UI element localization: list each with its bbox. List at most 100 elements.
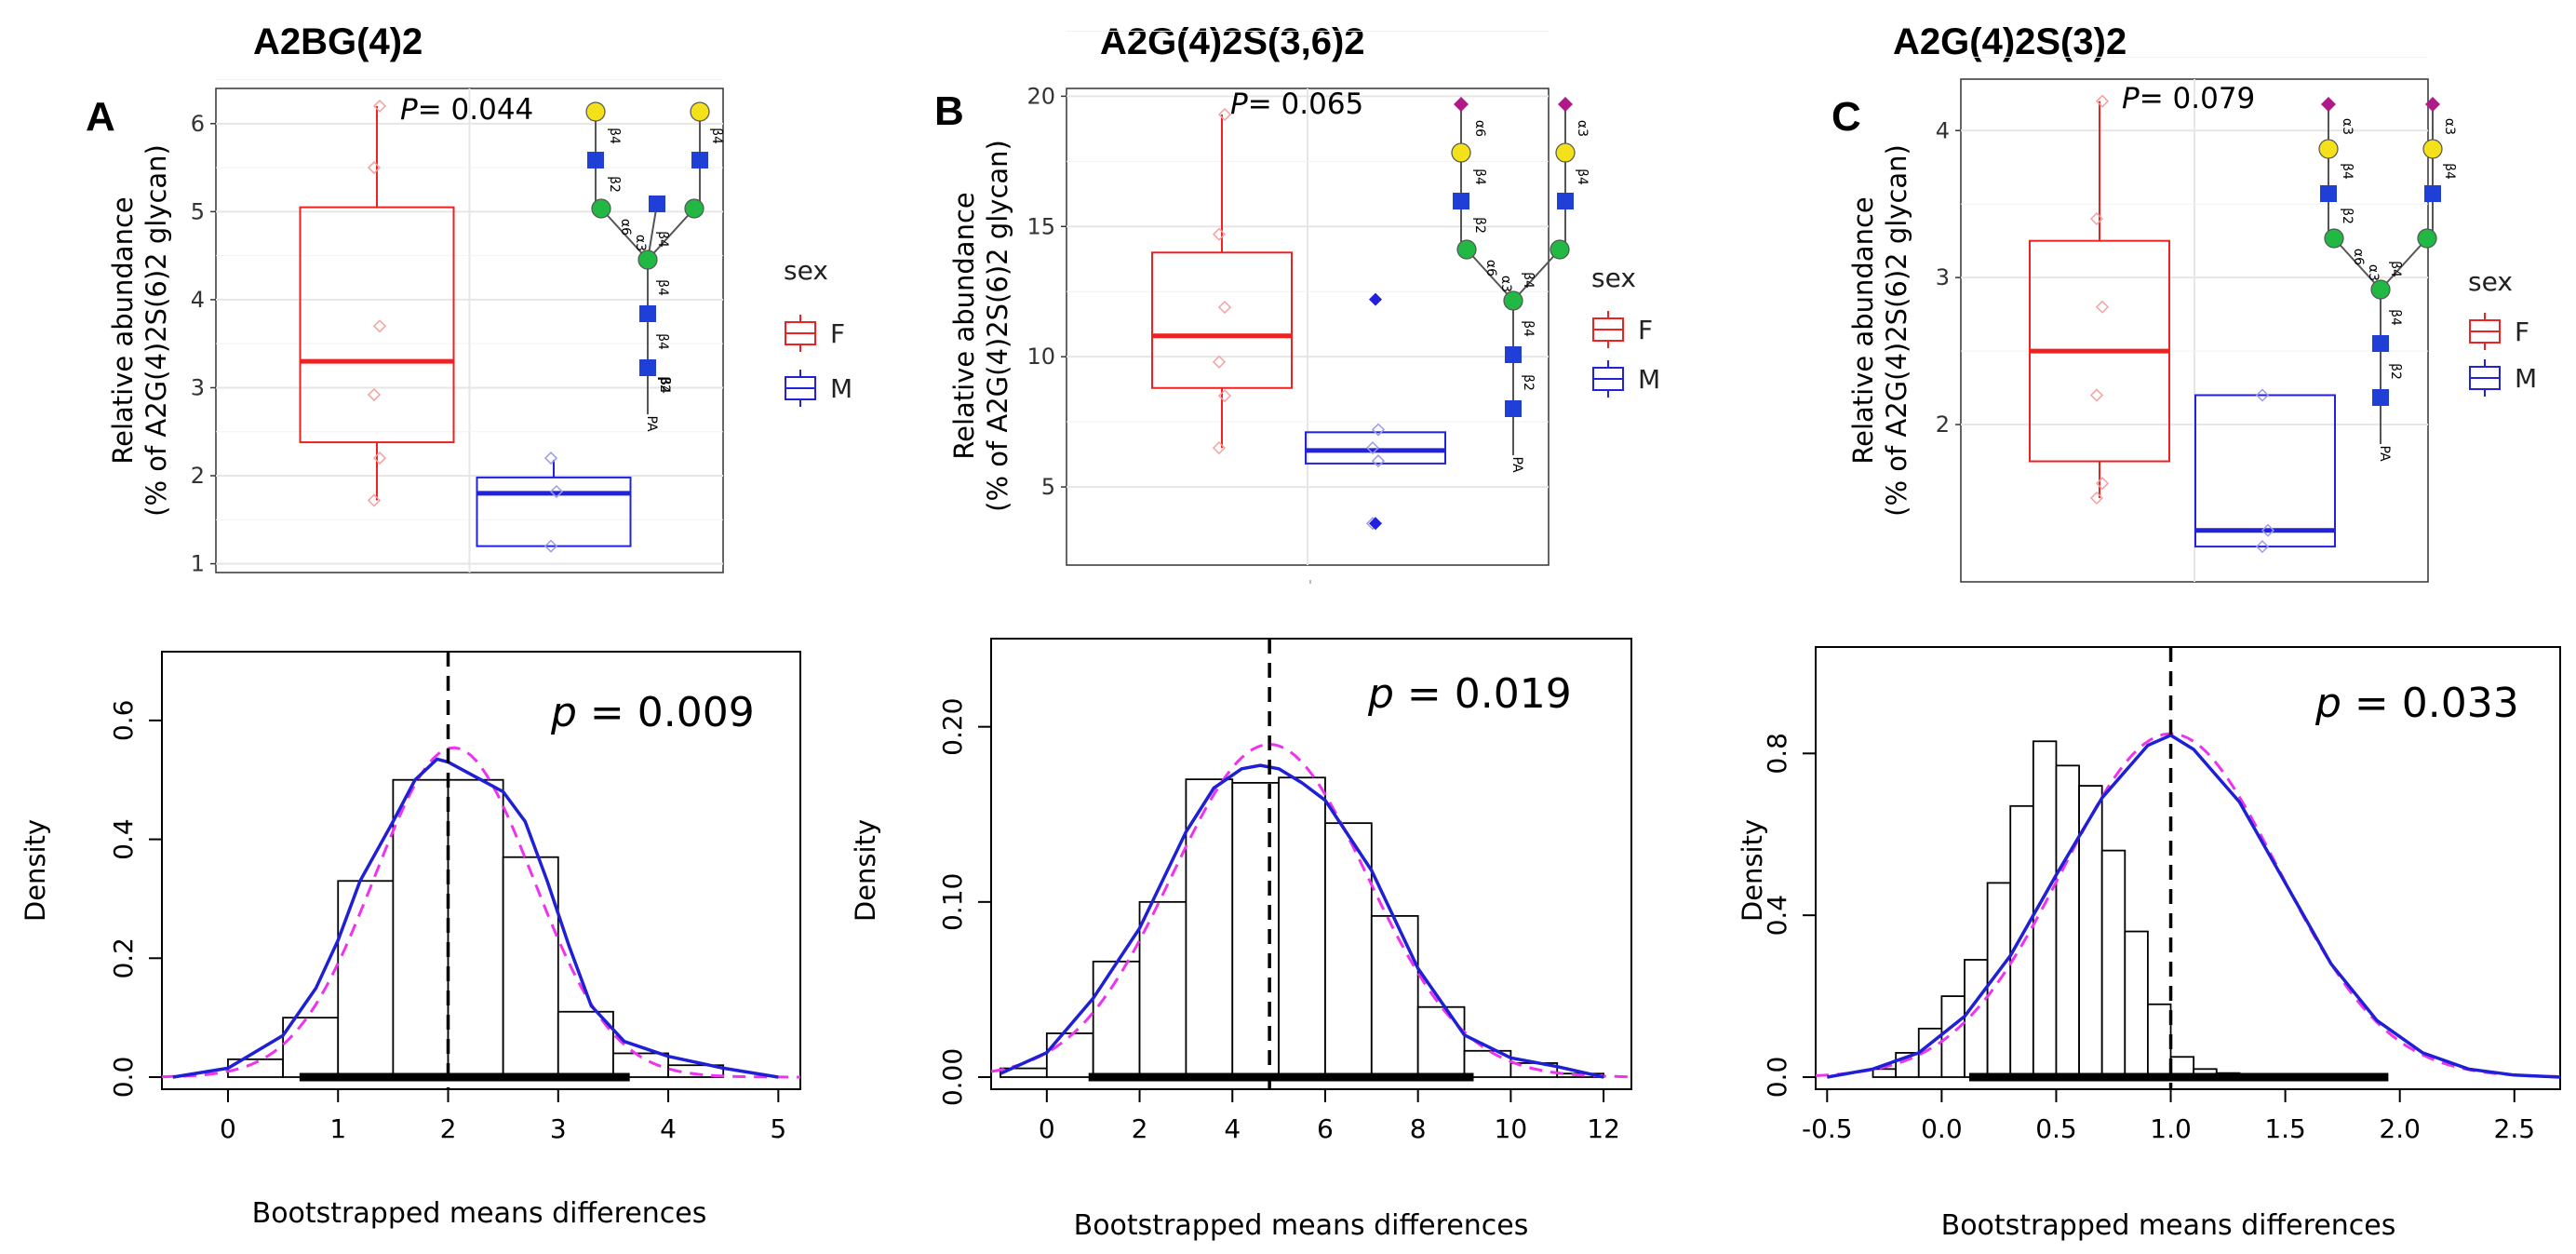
x-tick-label: 2: [440, 1113, 457, 1144]
boxplot-c-ylabel-line1: Relative abundance: [1847, 196, 1879, 464]
box-F: [1151, 251, 1293, 389]
data-point-F: [2089, 211, 2104, 226]
x-tick-label: 2.5: [2494, 1113, 2536, 1144]
p-number: = 0.044: [418, 93, 534, 127]
panel-c-letter: C: [1831, 94, 1861, 140]
x-tick-label: 12: [1587, 1113, 1620, 1144]
boxplot-b: 5 10 15 20 Relative abundance (% of A2G(4)2…: [948, 30, 1550, 584]
p-number: = 0.033: [2341, 680, 2519, 727]
histogram-bar: [2100, 849, 2127, 1078]
glycan-bond: [647, 208, 695, 261]
glycan-linkage-label: α3: [2340, 118, 2355, 135]
glycan-linkage-label: β4: [655, 279, 670, 296]
glycan-linkage-label: β4: [607, 128, 622, 144]
data-point-M: [2255, 388, 2270, 402]
y-tick-label: 0.4: [108, 818, 139, 860]
y-tick-label: 0.4: [1762, 895, 1792, 937]
legend-label-f: F: [2515, 317, 2529, 347]
glycan-linkage-label: PA: [2377, 445, 2392, 462]
data-point-F: [1212, 441, 1227, 455]
y-tick-label: 2: [1936, 411, 1950, 438]
core-mannose: [2370, 279, 2391, 300]
y-tick-label: 5: [1041, 474, 1055, 500]
glycan-linkage-label: β2: [1472, 217, 1487, 234]
data-point-F: [2089, 388, 2104, 402]
histogram-a-ylabel: Density: [20, 819, 51, 922]
boxplot-a: 1 2 3 4 5 6 Relative abundance (% of A2G(4)2S…: [107, 79, 724, 577]
glycan-linkage-label: β4: [655, 333, 670, 350]
histogram-b-xlabel: Bootstrapped means differences: [1074, 1209, 1529, 1242]
right-arm-gal-galactose: [2422, 139, 2443, 159]
legend-title: sex: [2468, 266, 2513, 297]
y-tick-label: 6: [191, 111, 205, 137]
x-tick-label: -0.5: [1802, 1113, 1853, 1144]
left-arm-sia-sialic-acid: [2321, 97, 2336, 112]
glycan-linkage-label: β4: [1472, 169, 1487, 185]
histogram-bar: [282, 1017, 340, 1078]
y-tick-label: 0.0: [108, 1057, 139, 1099]
box-M: [476, 476, 632, 547]
panel-a-title: A2BG(4)2: [253, 21, 423, 62]
legend-key-m: [785, 370, 816, 407]
glycan-linkage-label: β4: [2388, 309, 2403, 326]
data-point-F: [1217, 300, 1232, 315]
p-symbol: P: [400, 93, 418, 127]
legend-title: sex: [1591, 263, 1636, 293]
histogram-bar: [1940, 995, 1966, 1078]
density-curve: [1000, 763, 1604, 1079]
data-point-M: [2255, 540, 2270, 554]
histogram-bar: [1185, 778, 1234, 1078]
histogram-b-p-value: p = 0.019: [1367, 670, 1572, 718]
data-point-M: [2261, 523, 2275, 537]
data-point-F: [367, 387, 382, 402]
legend-title: sex: [784, 255, 828, 286]
y-tick-label: 4: [1936, 117, 1950, 143]
outlier-point-M: [1369, 517, 1382, 531]
legend-label-m: M: [2515, 363, 2537, 394]
glycan-linkage-label: PA: [1509, 456, 1524, 473]
right-arm-sia-sialic-acid: [2425, 97, 2440, 112]
histogram-bar: [1278, 776, 1326, 1078]
data-point-F: [2095, 300, 2110, 314]
left-arm-nag-glcnac: [2320, 185, 2337, 202]
x-tick-label: 8: [1410, 1113, 1427, 1144]
histogram-c-ylabel: Density: [1737, 819, 1768, 922]
x-tick-label: 4: [660, 1113, 677, 1144]
left-arm-gal-galactose: [1451, 142, 1471, 163]
y-tick-label: 2: [191, 463, 205, 489]
histogram-bar: [2009, 804, 2034, 1078]
glycan-linkage-label: β2: [657, 376, 672, 393]
data-point-F: [2089, 491, 2104, 506]
core-glcnac-2-glcnac: [1505, 400, 1522, 417]
x-tick-label: 0.5: [2035, 1113, 2077, 1144]
left-arm-nag-glcnac: [1453, 193, 1469, 209]
boxplot-c-ylabel-line2: (% of A2G(4)2S(6)2 glycan): [1881, 144, 1912, 517]
data-point-F: [372, 452, 387, 465]
data-point-M: [543, 539, 558, 553]
data-point-F: [2095, 477, 2110, 491]
x-tick-label: 0: [1039, 1113, 1055, 1144]
glycan-linkage-label: β4: [1575, 169, 1590, 185]
x-tick-label: 0: [220, 1113, 236, 1144]
histogram-b-ylabel: Density: [850, 819, 881, 922]
glycan-bond: [600, 208, 649, 261]
y-tick-label: 0.2: [108, 937, 139, 979]
right-mannose: [1550, 239, 1570, 260]
data-point-M: [549, 484, 564, 499]
glycan-linkage-label: β2: [607, 176, 622, 193]
y-tick-label: 15: [1026, 213, 1055, 239]
glycan-linkage-label: β2: [2388, 363, 2403, 380]
right-mannose: [2417, 228, 2437, 249]
right-arm-nag-glcnac: [1557, 193, 1574, 209]
boxplot-b-ylabel-line1: Relative abundance: [948, 192, 980, 459]
histogram-bar: [447, 778, 504, 1078]
core-glcnac-1-glcnac: [639, 305, 656, 322]
x-tick-label: 5: [770, 1113, 786, 1144]
glycan-linkage-label: β4: [1521, 320, 1536, 337]
core-glcnac-2-glcnac: [2372, 389, 2389, 406]
core-mannose: [1503, 290, 1523, 311]
histogram-bar: [2124, 930, 2149, 1078]
histogram-bar: [1138, 900, 1187, 1078]
x-tick-label: 0.0: [1921, 1113, 1963, 1144]
